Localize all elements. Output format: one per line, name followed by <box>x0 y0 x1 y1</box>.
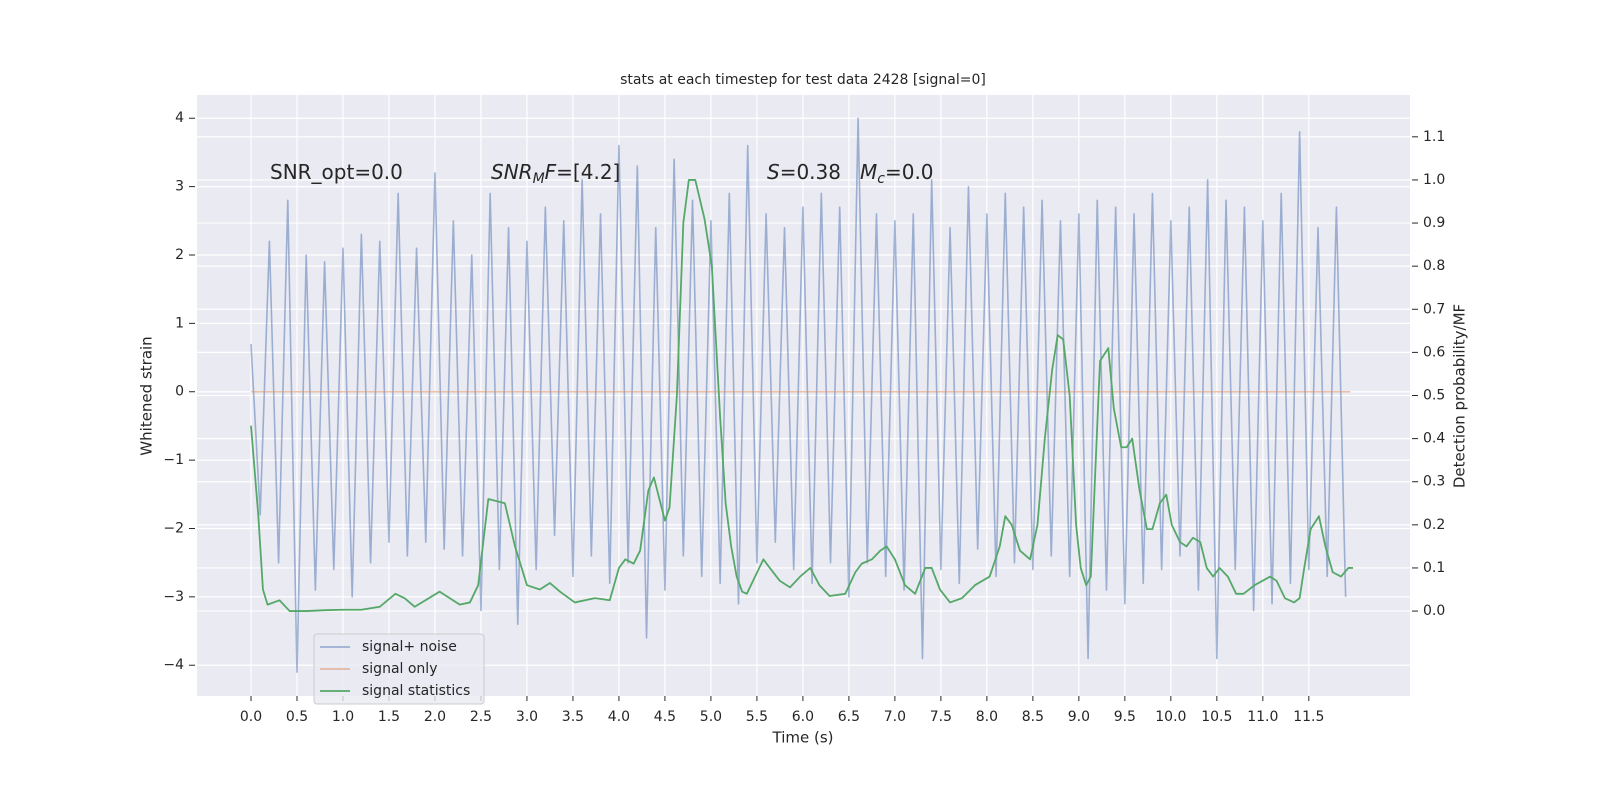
x-tick-label: 10.0 <box>1155 709 1186 725</box>
y2-tick-label: 0.3 <box>1423 474 1445 490</box>
x-axis-label: Time (s) <box>772 729 834 747</box>
x-tick-label: 1.5 <box>378 709 400 725</box>
annotation: SNRMF=[4.2] <box>491 160 620 188</box>
annotation-part: c <box>877 171 885 187</box>
annotation-part: =0.38 <box>780 160 841 184</box>
y2-tick-label: 0.9 <box>1423 215 1445 231</box>
y-tick-label: 4 <box>175 110 184 126</box>
y2-tick-label: 0.4 <box>1423 431 1445 447</box>
x-tick-label: 8.5 <box>1022 709 1044 725</box>
y2-tick-label: 0.1 <box>1423 560 1445 576</box>
x-tick-label: 8.0 <box>976 709 998 725</box>
x-tick-label: 9.0 <box>1068 709 1090 725</box>
annotation: Mc=0.0 <box>860 160 934 188</box>
annotation-part: S <box>767 160 780 184</box>
annotation-part: =0.0 <box>885 160 934 184</box>
x-tick-label: 1.0 <box>332 709 354 725</box>
x-tick-label: 11.5 <box>1293 709 1324 725</box>
x-tick-label: 10.5 <box>1201 709 1232 725</box>
annotation-part: SNR <box>491 160 533 184</box>
x-tick-label: 0.5 <box>286 709 308 725</box>
y2-tick-label: 0.0 <box>1423 603 1445 619</box>
legend-box <box>313 633 485 705</box>
x-tick-label: 0.0 <box>240 709 262 725</box>
annotation-part: F <box>545 160 557 184</box>
legend-label: signal statistics <box>362 683 470 699</box>
x-tick-label: 3.5 <box>562 709 584 725</box>
y2-tick-label: 0.8 <box>1423 258 1445 274</box>
x-tick-label: 7.5 <box>930 709 952 725</box>
series-line <box>250 117 1347 673</box>
x-tick-label: 3.0 <box>516 709 538 725</box>
y2-tick-label: 1.1 <box>1423 129 1445 145</box>
x-tick-label: 2.0 <box>424 709 446 725</box>
y-tick-label: −2 <box>163 520 184 536</box>
y-tick-label: −1 <box>163 452 184 468</box>
x-tick-label: 4.5 <box>654 709 676 725</box>
y-tick-label: 2 <box>175 247 184 263</box>
y-axis-label: Whitened strain <box>138 336 156 455</box>
y2-tick-label: 0.5 <box>1423 388 1445 404</box>
annotation: SNR_opt=0.0 <box>270 160 403 184</box>
y2-tick-label: 0.2 <box>1423 517 1445 533</box>
annotation-part: =[4.2] <box>556 160 620 184</box>
annotation-part: M <box>860 160 877 184</box>
labels: 0.0 0.5 1.0 1.5 2.0 2.5 3.0 3.5 4.0 4.5 5.0 5.5 6.0 6… <box>163 110 1445 725</box>
y2-tick-label: 0.7 <box>1423 301 1445 317</box>
x-tick-label: 2.5 <box>470 709 492 725</box>
x-tick-label: 11.0 <box>1247 709 1278 725</box>
y2-axis-label: Detection probability/MF <box>1451 304 1469 488</box>
legend-label: signal only <box>362 661 437 677</box>
x-tick-label: 4.0 <box>608 709 630 725</box>
y-tick-label: 1 <box>175 315 184 331</box>
x-tick-label: 5.5 <box>746 709 768 725</box>
chart-title: stats at each timestep for test data 242… <box>620 72 986 88</box>
annotation: S=0.38 <box>767 160 841 184</box>
legend-label: signal+ noise <box>362 639 457 655</box>
y2-tick-label: 1.0 <box>1423 172 1445 188</box>
y-tick-label: 0 <box>175 384 184 400</box>
y-tick-label: −4 <box>163 657 184 673</box>
annotation-part: SNR_opt=0.0 <box>270 160 403 184</box>
y-tick-label: 3 <box>175 179 184 195</box>
x-tick-label: 6.0 <box>792 709 814 725</box>
annotation-part: M <box>533 171 545 187</box>
x-tick-label: 9.5 <box>1114 709 1136 725</box>
y-tick-label: −3 <box>163 589 184 605</box>
series-line <box>250 179 1353 612</box>
x-tick-label: 5.0 <box>700 709 722 725</box>
y2-tick-label: 0.6 <box>1423 344 1445 360</box>
x-tick-label: 7.0 <box>884 709 906 725</box>
x-tick-label: 6.5 <box>838 709 860 725</box>
marks <box>250 117 1353 673</box>
